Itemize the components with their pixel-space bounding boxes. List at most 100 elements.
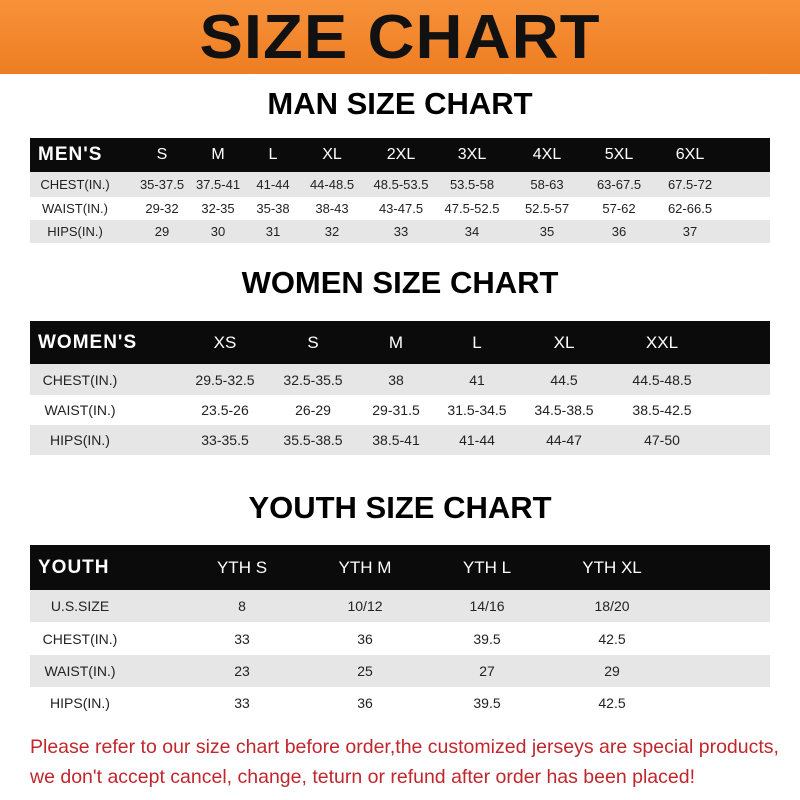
table-cell: 47-50 <box>644 432 680 448</box>
table-cell: 41-44 <box>459 432 495 448</box>
measure-label: HIPS(IN.) <box>47 224 103 239</box>
table-cell: 8 <box>238 598 246 614</box>
measure-label: CHEST(IN.) <box>42 630 118 647</box>
table-cell: 44-47 <box>546 432 582 448</box>
table-cell: 42.5 <box>598 630 626 647</box>
table-row: WAIST(IN.) 23 25 27 29 <box>30 655 770 687</box>
men-header-row: MEN'S S M L XL 2XL 3XL 4XL 5XL 6XL <box>30 138 770 172</box>
table-cell: 38 <box>388 371 404 388</box>
table-cell: 35-38 <box>256 201 290 216</box>
men-section-title: MAN SIZE CHART <box>267 86 533 121</box>
table-cell: 37 <box>682 224 698 239</box>
table-cell: 31 <box>265 224 281 239</box>
table-cell: 48.5-53.5 <box>373 177 429 192</box>
table-row: HIPS(IN.) 33-35.5 35.5-38.5 38.5-41 41-44 44-… <box>30 425 770 455</box>
table-row: CHEST(IN.) 33 36 39.5 42.5 <box>30 622 770 655</box>
women-size-table: WOMEN'S XS S M L XL XXL CHEST(IN.) 29.5-32.5 32.5… <box>30 321 770 455</box>
table-cell: 35-37.5 <box>139 177 185 192</box>
table-title-cell: YOUTH <box>38 556 110 578</box>
table-cell: 30 <box>210 224 226 239</box>
table-cell: 67.5-72 <box>667 177 713 192</box>
size-header-cell: XL <box>553 332 575 352</box>
size-header-cell: L <box>472 332 482 352</box>
table-cell: 23 <box>234 663 250 679</box>
women-header-row: WOMEN'S XS S M L XL XXL <box>30 321 770 364</box>
size-header-cell: XXL <box>645 332 679 352</box>
size-header-cell: YTH M <box>338 557 392 577</box>
women-section-title: WOMEN SIZE CHART <box>241 265 559 300</box>
table-cell: 33 <box>234 694 250 711</box>
page-title: SIZE CHART <box>199 3 601 72</box>
table-cell: 33-35.5 <box>201 432 249 448</box>
measure-label: CHEST(IN.) <box>40 177 110 192</box>
table-cell: 38.5-41 <box>372 432 420 448</box>
table-cell: 29-32 <box>145 201 179 216</box>
table-row: HIPS(IN.) 33 36 39.5 42.5 <box>30 687 770 718</box>
table-cell: 36 <box>611 224 627 239</box>
youth-size-table: YOUTH YTH S YTH M YTH L YTH XL U.S.SIZE 8 10/12… <box>30 545 770 718</box>
table-cell: 26-29 <box>295 402 331 418</box>
table-cell: 34.5-38.5 <box>534 402 594 418</box>
measure-label: WAIST(IN.) <box>44 663 116 679</box>
table-cell: 14/16 <box>469 598 505 614</box>
table-cell: 43-47.5 <box>378 201 424 216</box>
table-cell: 32 <box>324 224 340 239</box>
table-cell: 29.5-32.5 <box>195 371 255 388</box>
table-cell: 47.5-52.5 <box>444 201 500 216</box>
table-cell: 35 <box>539 224 555 239</box>
table-title-cell: WOMEN'S <box>38 331 138 353</box>
size-header-cell: S <box>156 146 168 163</box>
table-cell: 38.5-42.5 <box>632 402 692 418</box>
table-cell: 36 <box>357 630 373 647</box>
measure-label: WAIST(IN.) <box>44 402 116 418</box>
measure-label: HIPS(IN.) <box>50 694 110 711</box>
measure-label: HIPS(IN.) <box>50 432 110 448</box>
size-header-cell: 2XL <box>386 146 416 163</box>
size-header-cell: YTH XL <box>582 557 642 577</box>
measure-label: CHEST(IN.) <box>42 371 118 388</box>
table-title-cell: MEN'S <box>38 144 103 165</box>
table-cell: 42.5 <box>598 694 626 711</box>
size-header-cell: 5XL <box>604 146 634 163</box>
measure-label: WAIST(IN.) <box>42 201 108 216</box>
table-row: WAIST(IN.) 23.5-26 26-29 29-31.5 31.5-34.5 34… <box>30 395 770 425</box>
table-cell: 36 <box>357 694 373 711</box>
men-size-table: MEN'S S M L XL 2XL 3XL 4XL 5XL 6XL CHEST(IN.) 35-37… <box>30 138 770 243</box>
size-header-cell: S <box>307 332 319 352</box>
table-cell: 53.5-58 <box>449 177 495 192</box>
table-row: CHEST(IN.) 35-37.5 37.5-41 41-44 44-48.5 48.5… <box>30 172 770 197</box>
table-row: HIPS(IN.) 29 30 31 32 33 34 35 36 37 <box>30 220 770 243</box>
table-cell: 31.5-34.5 <box>447 402 507 418</box>
table-cell: 39.5 <box>473 630 501 647</box>
size-header-cell: 3XL <box>457 146 487 163</box>
table-row: CHEST(IN.) 29.5-32.5 32.5-35.5 38 41 44.5 44.5… <box>30 364 770 395</box>
table-cell: 35.5-38.5 <box>283 432 343 448</box>
table-cell: 44.5-48.5 <box>632 371 692 388</box>
youth-header-row: YOUTH YTH S YTH M YTH L YTH XL <box>30 545 770 590</box>
table-cell: 37.5-41 <box>195 177 241 192</box>
table-cell: 27 <box>479 663 495 679</box>
table-cell: 29 <box>154 224 170 239</box>
table-cell: 10/12 <box>347 598 383 614</box>
order-notice-line-2: we don't accept cancel, change, teturn o… <box>30 766 695 788</box>
table-row: U.S.SIZE 8 10/12 14/16 18/20 <box>30 590 770 622</box>
table-cell: 63-67.5 <box>596 177 642 192</box>
size-header-cell: M <box>211 146 225 163</box>
size-header-cell: 6XL <box>675 146 705 163</box>
table-cell: 33 <box>393 224 409 239</box>
table-cell: 18/20 <box>594 598 630 614</box>
table-cell: 32.5-35.5 <box>283 371 343 388</box>
table-cell: 44.5 <box>550 371 578 388</box>
order-notice-line-1: Please refer to our size chart before or… <box>30 736 779 758</box>
table-cell: 52.5-57 <box>524 201 570 216</box>
table-cell: 29-31.5 <box>372 402 420 418</box>
size-header-cell: 4XL <box>532 146 562 163</box>
table-cell: 32-35 <box>201 201 235 216</box>
table-cell: 62-66.5 <box>667 201 713 216</box>
size-header-cell: YTH S <box>216 557 268 577</box>
table-cell: 23.5-26 <box>201 402 249 418</box>
table-cell: 57-62 <box>602 201 636 216</box>
size-header-cell: XL <box>322 146 342 163</box>
youth-section-title: YOUTH SIZE CHART <box>248 490 552 525</box>
table-cell: 29 <box>604 663 620 679</box>
